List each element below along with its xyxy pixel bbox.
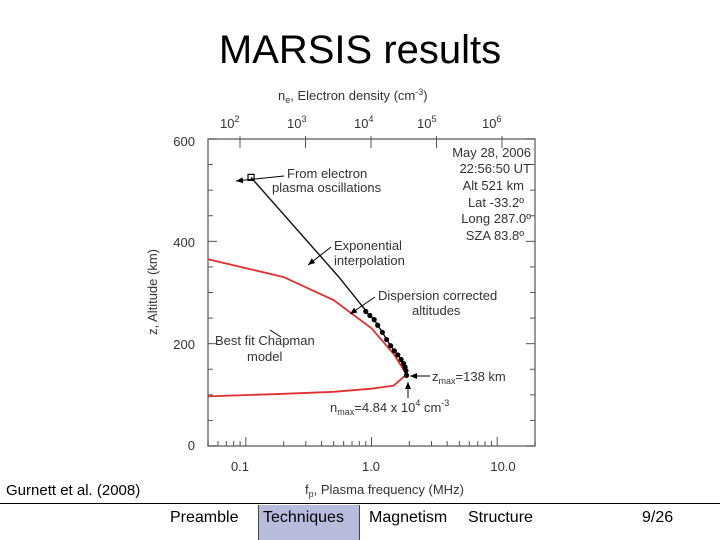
dispersion-corrected-point (395, 352, 401, 358)
info-line: Long 287.0º (461, 211, 531, 226)
top-tick-label: 104 (354, 114, 373, 131)
y-tick-label: 400 (173, 235, 195, 250)
info-line: Alt 521 km (463, 178, 524, 193)
annotation-dispersion: altitudes (412, 303, 461, 318)
annotation-arrow (269, 329, 282, 338)
dispersion-corrected-point (388, 343, 394, 349)
y-tick-label: 0 (188, 438, 195, 453)
x-tick-label: 1.0 (362, 459, 380, 474)
plasma-oscillation-point (247, 173, 255, 181)
annotation-zmax: zmax=138 km (432, 369, 506, 386)
page-number: 9/26 (642, 509, 674, 526)
annotation-dispersion: Dispersion corrected (378, 288, 497, 303)
annotations: From electron plasma oscillations Expone… (215, 166, 506, 417)
dispersion-corrected-point (375, 322, 381, 328)
exponential-interpolation-line (250, 176, 367, 311)
top-tick-labels: 102 103 104 105 106 (220, 114, 501, 131)
dispersion-corrected-point (398, 356, 404, 363)
annotation-electron: plasma oscillations (272, 180, 382, 195)
dispersion-corrected-point (367, 312, 373, 319)
dispersion-corrected-point (371, 317, 377, 323)
top-tick-label: 105 (417, 114, 436, 131)
top-tick-label: 102 (220, 114, 239, 131)
y-tick-label: 600 (173, 134, 195, 149)
dispersion-corrected-point (391, 348, 397, 354)
annotation-exponential: interpolation (334, 253, 405, 268)
dispersion-corrected-point (403, 372, 410, 378)
info-line: SZA 83.8º (466, 228, 524, 243)
y-tick-labels: 600 400 200 0 (173, 134, 195, 453)
y-tick-label: 200 (173, 337, 195, 352)
annotation-arrow (307, 246, 332, 266)
footer-divider (0, 503, 720, 504)
dispersion-corrected-point (384, 336, 390, 343)
top-axis-label: ne, Electron density (cm-3) (278, 87, 428, 105)
dispersion-corrected-point (379, 329, 385, 336)
info-line: Lat -33.2º (468, 195, 524, 210)
citation: Gurnett et al. (2008) (6, 482, 141, 499)
nav-item-techniques[interactable]: Techniques (258, 505, 360, 540)
y-axis-label: z, Altitude (km) (145, 249, 160, 335)
annotation-arrow (235, 175, 285, 184)
chapman-model-curve (207, 258, 408, 398)
info-line: 22:56:50 UT (459, 161, 531, 176)
dispersion-corrected-point (363, 308, 369, 315)
dispersion-corrected-point (403, 368, 409, 374)
annotation-nmax: nmax=4.84 x 104 cm-3 (330, 398, 449, 417)
x-tick-label: 10.0 (490, 459, 515, 474)
x-tick-labels: 0.1 1.0 10.0 (231, 459, 516, 474)
top-tick-label: 103 (287, 114, 306, 131)
observation-info: May 28, 2006 22:56:50 UT Alt 521 km Lat … (452, 145, 531, 243)
x-tick-label: 0.1 (231, 459, 249, 474)
top-tick-label: 106 (482, 114, 501, 131)
x-axis-label: fp, Plasma frequency (MHz) (305, 482, 464, 499)
info-line: May 28, 2006 (452, 145, 531, 160)
annotation-chapman: model (247, 349, 283, 364)
slide-title: MARSIS results (218, 28, 502, 72)
curves (207, 173, 410, 398)
nav-item-preamble[interactable]: Preamble (170, 509, 239, 526)
annotation-arrow (349, 296, 376, 315)
nav-item-structure[interactable]: Structure (468, 509, 533, 526)
section-nav: Preamble Techniques Magnetism Structure (0, 505, 720, 540)
annotation-chapman: Best fit Chapman (215, 333, 315, 348)
annotation-exponential: Exponential (334, 238, 402, 253)
tick-marks (207, 136, 536, 447)
annotation-electron: From electron (287, 166, 367, 181)
nav-item-magnetism[interactable]: Magnetism (369, 509, 448, 526)
